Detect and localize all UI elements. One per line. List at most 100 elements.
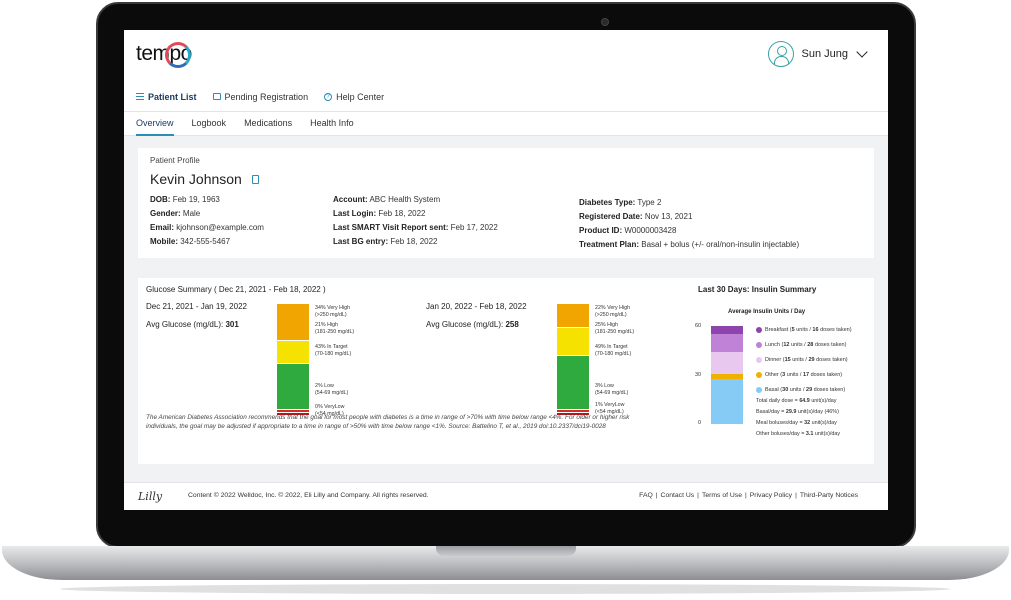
separator: |	[795, 492, 797, 499]
time-in-range-bar	[557, 304, 589, 416]
insulin-segment-breakfast	[711, 326, 743, 334]
legend-dot	[756, 357, 762, 363]
profile-field: Treatment Plan: Basal + bolus (+/- oral/…	[579, 240, 800, 249]
legend-other: Other (3 units / 17 doses taken)	[756, 372, 842, 378]
axis-tick: 60	[695, 323, 702, 329]
separator: |	[697, 492, 699, 499]
period-range: Dec 21, 2021 - Jan 19, 2022	[146, 302, 247, 311]
tir-segment-target	[277, 363, 309, 411]
patient-profile-card: Patient Profile Kevin Johnson DOB: Feb 1…	[138, 148, 874, 258]
profile-field: DOB: Feb 19, 1963	[150, 195, 220, 204]
tir-label-low: 2% Low (54-69 mg/dL)	[315, 383, 349, 396]
profile-column-2: Account: ABC Health System Last Login: F…	[333, 193, 498, 249]
nav-item-pending-registration[interactable]: Pending Registration	[212, 91, 309, 102]
legend-lunch: Lunch (12 units / 28 doses taken)	[756, 342, 846, 348]
period-range: Jan 20, 2022 - Feb 18, 2022	[426, 302, 527, 311]
main-nav: Patient List Pending Registration ? Help…	[124, 82, 888, 112]
legend-dot	[756, 327, 762, 333]
user-name: Sun Jung	[801, 48, 848, 60]
tir-segment-high	[557, 328, 589, 356]
tab-overview[interactable]: Overview	[136, 112, 174, 136]
insulin-segment-lunch	[711, 333, 743, 352]
insulin-segment-basal	[711, 378, 743, 424]
profile-field: Last Login: Feb 18, 2022	[333, 209, 426, 218]
logo-ring-icon	[165, 42, 191, 68]
nav-label: Pending Registration	[224, 91, 309, 102]
stat-basal: Basal/day = 29.9 unit(s)/day (46%)	[756, 409, 839, 415]
footer-link-third-party[interactable]: Third-Party Notices	[799, 492, 858, 499]
tir-segment-very-high	[557, 304, 589, 329]
avg-glucose: Avg Glucose (mg/dL): 301	[146, 320, 239, 329]
tir-label-target: 43% In Target (70-180 mg/dL)	[315, 344, 352, 357]
app-screen: tempo Sun Jung Patient List Pending Regi…	[124, 30, 888, 510]
axis-tick: 0	[698, 420, 702, 426]
insulin-subtitle: Average Insulin Units / Day	[728, 309, 806, 315]
ada-note: The American Diabetes Association recomm…	[146, 414, 630, 430]
tir-segment-low	[277, 410, 309, 414]
profile-field: Gender: Male	[150, 209, 201, 218]
separator: |	[655, 492, 658, 499]
footer-link-terms[interactable]: Terms of Use	[701, 492, 742, 499]
tir-segment-very-low	[557, 413, 589, 416]
tir-label-very-low: 1% VeryLow (<54 mg/dL)	[595, 402, 625, 415]
tir-segment-target	[557, 355, 589, 410]
top-bar: tempo Sun Jung	[124, 30, 888, 82]
legend-dot	[756, 342, 762, 348]
profile-field: Product ID: W0000003428	[579, 226, 677, 235]
tir-label-very-high: 34% Very High (>250 mg/dL)	[315, 305, 351, 318]
laptop-notch	[436, 546, 576, 556]
glucose-summary-card: Glucose Summary ( Dec 21, 2021 - Feb 18,…	[138, 278, 874, 464]
footer: Lilly Content © 2022 Welldoc, Inc. © 202…	[124, 482, 888, 510]
legend-dot	[756, 387, 762, 393]
list-icon	[136, 93, 144, 100]
tir-label-high: 21% High (181-250 mg/dL)	[315, 322, 355, 335]
profile-field: Last SMART Visit Report sent: Feb 17, 20…	[333, 223, 498, 232]
tir-label-low: 3% Low (54-69 mg/dL)	[595, 383, 629, 396]
tir-label-very-high: 22% Very High (>250 mg/dL)	[595, 305, 631, 318]
tir-segment-very-high	[277, 304, 309, 341]
footer-link-privacy[interactable]: Privacy Policy	[749, 492, 793, 499]
tir-label-high: 25% High (181-250 mg/dL)	[595, 322, 635, 335]
flag-icon	[212, 93, 221, 100]
document-icon[interactable]	[252, 175, 259, 184]
nav-item-help-center[interactable]: ? Help Center	[324, 92, 384, 102]
footer-link-faq[interactable]: FAQ	[639, 492, 653, 499]
patient-name: Kevin Johnson	[150, 171, 242, 187]
tir-segment-low	[557, 409, 589, 414]
profile-column-3: Diabetes Type: Type 2 Registered Date: N…	[579, 196, 799, 252]
nav-item-patient-list[interactable]: Patient List	[136, 92, 197, 102]
avatar-icon	[767, 41, 794, 67]
profile-heading: Patient Profile	[150, 156, 200, 165]
chevron-down-icon	[856, 46, 868, 58]
copyright-text: Content © 2022 Welldoc, Inc. © 2022, Eli…	[188, 492, 429, 499]
tab-health-info[interactable]: Health Info	[310, 118, 354, 128]
tab-medications[interactable]: Medications	[244, 118, 293, 128]
profile-field: Account: ABC Health System	[333, 195, 441, 204]
insulin-title: Last 30 Days: Insulin Summary	[698, 285, 817, 294]
user-menu[interactable]: Sun Jung	[767, 41, 868, 67]
nav-label: Help Center	[336, 91, 385, 102]
footer-link-contact[interactable]: Contact Us	[660, 492, 695, 499]
legend-breakfast: Breakfast (5 units / 16 doses taken)	[756, 327, 852, 333]
footer-links: FAQ | Contact Us | Terms of Use | Privacy P…	[639, 492, 858, 499]
legend-dinner: Dinner (15 units / 29 doses taken)	[756, 357, 848, 363]
legend-dot	[756, 372, 762, 378]
insulin-stacked-bar	[711, 326, 743, 424]
insulin-segment-other	[711, 374, 743, 379]
axis-tick: 30	[695, 372, 702, 378]
profile-field: Email: kjohnson@example.com	[150, 223, 264, 232]
profile-column-1: DOB: Feb 19, 1963 Gender: Male Email: kj…	[150, 193, 264, 249]
profile-field: Registered Date: Nov 13, 2021	[579, 212, 693, 221]
insulin-segment-dinner	[711, 351, 743, 375]
help-icon: ?	[324, 92, 333, 101]
tir-segment-high	[277, 340, 309, 364]
tir-label-very-low: 0% VeryLow (<54 mg/dL)	[315, 404, 345, 417]
camera-icon	[601, 18, 609, 26]
legend-basal: Basal (30 units / 29 doses taken)	[756, 387, 845, 393]
tempo-logo[interactable]: tempo	[136, 42, 192, 68]
tir-segment-very-low	[277, 413, 309, 417]
laptop-shadow	[60, 584, 950, 594]
profile-field: Mobile: 342-555-5467	[150, 237, 231, 246]
tab-logbook[interactable]: Logbook	[191, 118, 227, 128]
